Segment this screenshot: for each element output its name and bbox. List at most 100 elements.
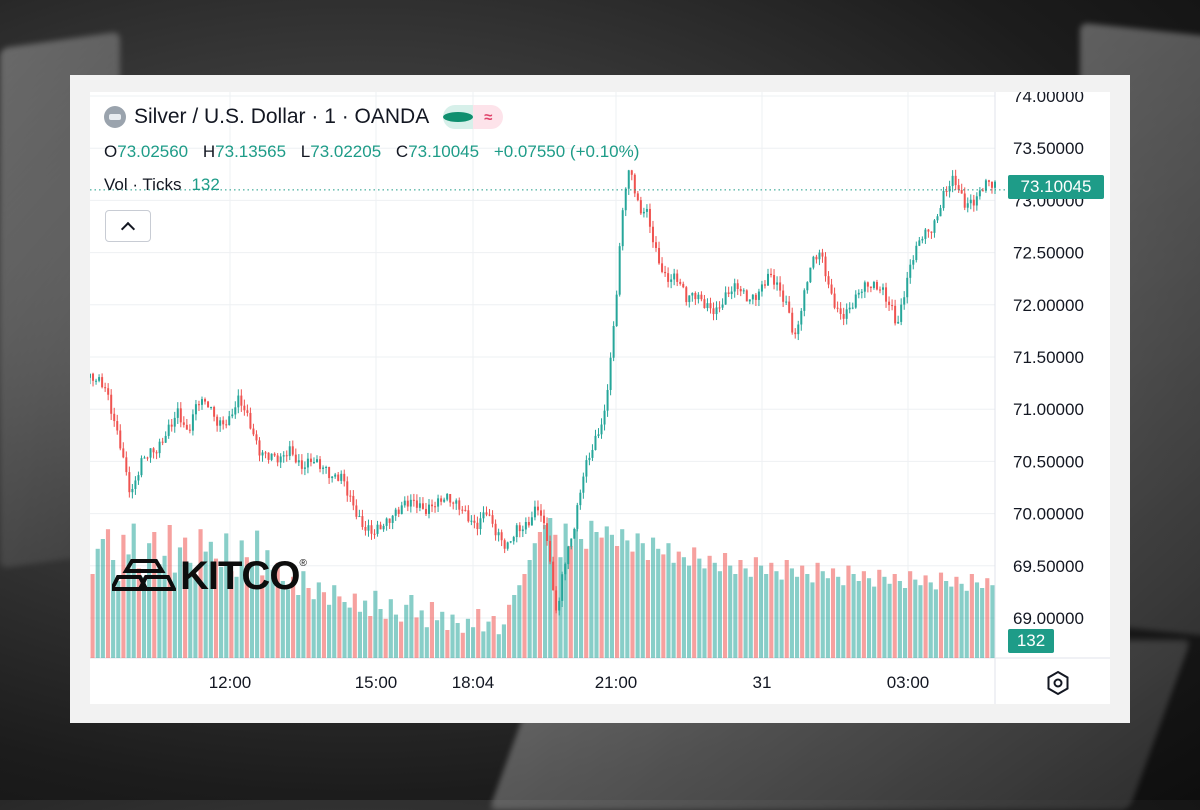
candle-body: [912, 260, 915, 265]
candle-body: [685, 287, 688, 303]
candle-body: [194, 404, 197, 415]
volume-bar: [265, 550, 270, 658]
candle-body: [782, 290, 785, 302]
candle-body: [164, 435, 167, 443]
candle-body: [500, 532, 503, 541]
chart-settings-icon[interactable]: [1045, 670, 1071, 696]
volume-bar: [460, 632, 465, 658]
volume-bar: [959, 583, 964, 658]
candle-body: [833, 293, 836, 308]
candle-body: [452, 502, 455, 504]
volume-bar: [974, 582, 980, 658]
volume-bar: [399, 621, 404, 658]
candle-body: [939, 208, 942, 217]
candle-body: [655, 242, 658, 248]
volume-bar: [95, 548, 100, 658]
volume-bar: [260, 575, 265, 658]
candle-body: [661, 263, 664, 272]
price-chart[interactable]: 74.0000073.5000073.0000072.5000072.00000…: [90, 92, 1110, 704]
candle-body: [894, 305, 897, 324]
wave-icon[interactable]: ≈: [473, 105, 504, 129]
candle-body: [842, 313, 845, 319]
candle-body: [379, 524, 382, 530]
candle-body: [936, 216, 939, 221]
candle-body: [527, 521, 530, 526]
volume-bar: [980, 588, 985, 658]
candle-body: [176, 408, 179, 418]
volume-bar: [918, 585, 923, 658]
candle-body: [845, 309, 848, 319]
volume-bar: [558, 557, 563, 658]
candle-body: [116, 421, 119, 431]
candle-body: [869, 286, 872, 288]
candle-body: [927, 229, 930, 232]
volume-bar: [938, 572, 944, 658]
volume-bar: [234, 576, 239, 658]
candle-body: [149, 448, 152, 458]
candle-body: [872, 282, 875, 288]
candle-body: [633, 174, 636, 194]
symbol-title[interactable]: Silver / U.S. Dollar · 1 · OANDA: [134, 105, 430, 128]
candle-body: [358, 516, 361, 518]
candle-body: [863, 282, 866, 292]
candle-body: [279, 456, 282, 463]
candle-body: [536, 506, 539, 511]
candle-body: [603, 410, 606, 425]
candle-body: [585, 460, 588, 477]
candle-body: [134, 480, 137, 490]
market-status[interactable]: ≈: [443, 105, 504, 129]
candle-body: [273, 453, 276, 456]
volume-bar: [568, 546, 573, 658]
candle-body: [809, 267, 812, 283]
candle-body: [794, 332, 797, 335]
candle-body: [972, 199, 975, 206]
volume-bar: [126, 554, 131, 658]
candle-body: [627, 170, 630, 189]
volume-bar: [563, 523, 568, 658]
volume-bar: [794, 576, 800, 658]
volume-bar: [800, 565, 805, 658]
candle-body: [518, 525, 521, 532]
candle-body: [497, 532, 500, 536]
volume-bar: [604, 526, 609, 658]
volume-bar: [897, 581, 902, 658]
collapse-legend-button[interactable]: [105, 210, 151, 242]
volume-bar: [789, 568, 794, 658]
candle-body: [388, 518, 391, 523]
candle-body: [155, 452, 158, 454]
y-tick-label: 72.50000: [1013, 244, 1084, 263]
volume-bar: [481, 631, 486, 658]
candle-body: [488, 514, 491, 516]
candle-body: [815, 256, 818, 260]
candle-body: [98, 377, 101, 381]
volume-bar: [332, 585, 337, 658]
live-status-icon[interactable]: [443, 105, 474, 129]
candle-body: [745, 290, 748, 302]
volume-bar: [928, 582, 933, 658]
volume-bar: [471, 627, 476, 658]
y-tick-label: 69.00000: [1013, 609, 1084, 628]
y-tick-label: 72.00000: [1013, 296, 1084, 315]
candle-body: [930, 231, 933, 233]
volume-label[interactable]: Vol · Ticks: [104, 175, 182, 194]
candle-body: [676, 273, 679, 282]
candle-body: [319, 459, 322, 469]
candle-body: [766, 273, 769, 286]
candle-body: [736, 283, 739, 289]
candle-body: [458, 500, 461, 510]
volume-bar: [409, 595, 414, 658]
candle-body: [567, 546, 570, 565]
candle-body: [403, 500, 406, 506]
volume-bar: [866, 578, 872, 658]
candle-body: [903, 297, 906, 305]
volume-bar: [753, 557, 758, 658]
volume-bar: [388, 599, 393, 658]
candle-body: [785, 301, 788, 303]
volume-bar: [820, 571, 825, 658]
volume-bar: [147, 543, 152, 658]
volume-bar: [419, 610, 424, 658]
volume-bar: [620, 529, 625, 658]
candle-body: [960, 189, 963, 194]
volume-bar: [769, 562, 774, 658]
candle-body: [331, 476, 334, 479]
